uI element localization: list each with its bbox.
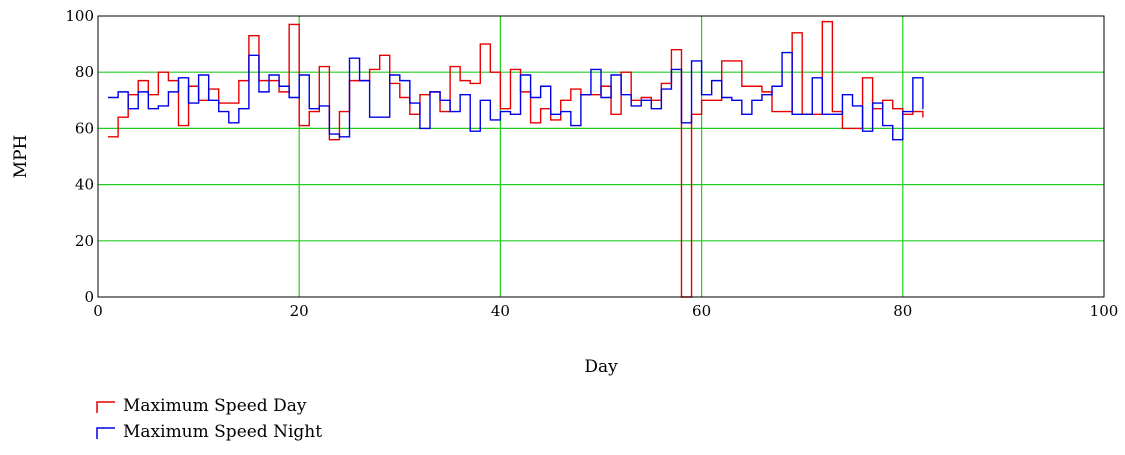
legend-item-night: Maximum Speed Night: [95, 419, 322, 445]
x-tick-label: 40: [491, 302, 510, 320]
legend-swatch-day-line: [96, 401, 115, 413]
legend: Maximum Speed Day Maximum Speed Night: [95, 393, 322, 445]
y-axis-label: MPH: [11, 135, 31, 179]
y-tick-label: 100: [65, 7, 94, 25]
x-tick-label: 0: [93, 302, 103, 320]
legend-swatch-day: [96, 401, 115, 413]
chart: 0 20 40 60 80 100 0 20 40 60 80 100 MPH Day: [11, 7, 1118, 377]
series-line-day: [108, 20, 924, 298]
tick-labels: 0 20 40 60 80 100 0 20 40 60 80 100: [65, 7, 1118, 320]
x-axis-label: Day: [584, 357, 618, 377]
legend-label-day: Maximum Speed Day: [123, 396, 307, 416]
y-tick-label: 20: [75, 232, 94, 250]
plot-frame: [97, 15, 1105, 298]
legend-swatch-night-line: [96, 427, 115, 439]
legend-item-day: Maximum Speed Day: [95, 393, 322, 419]
series-layer: [108, 20, 924, 298]
y-tick-label: 80: [75, 63, 94, 81]
legend-label-night: Maximum Speed Night: [123, 422, 323, 442]
series-line-night: [108, 51, 924, 141]
x-tick-label: 100: [1090, 302, 1119, 320]
y-tick-label: 0: [84, 288, 94, 306]
y-tick-label: 60: [75, 119, 94, 137]
legend-swatch-night: [96, 427, 115, 439]
x-tick-label: 60: [692, 302, 711, 320]
x-tick-label: 20: [290, 302, 309, 320]
x-tick-label: 80: [893, 302, 912, 320]
y-tick-label: 40: [75, 176, 94, 194]
